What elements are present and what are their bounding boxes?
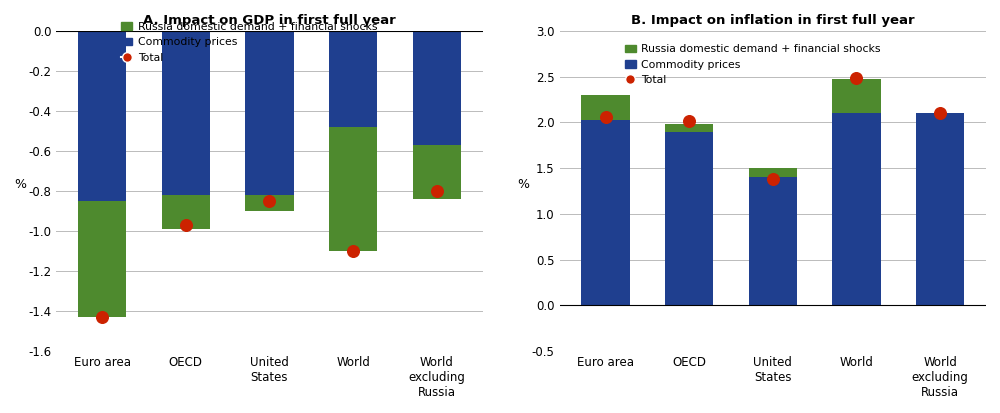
Bar (916, 113, 964, 306)
Bar (162, 195, 210, 229)
Bar (329, 127, 377, 251)
Bar (78, 201, 126, 317)
Y-axis label: %: % (14, 178, 26, 191)
Point (598, 114, 614, 120)
Bar (665, 131, 713, 306)
Legend: Russia domestic demand + financial shocks, Commodity prices, Total: Russia domestic demand + financial shock… (620, 40, 885, 90)
Bar (665, 124, 713, 131)
Bar (749, 168, 797, 177)
Point (261, 198, 277, 204)
Bar (329, 31, 377, 127)
Y-axis label: %: % (517, 178, 529, 191)
Point (932, 110, 948, 116)
Point (345, 248, 361, 254)
Point (681, 117, 697, 124)
Title: B. Impact on inflation in first full year: B. Impact on inflation in first full yea… (631, 14, 915, 27)
Bar (78, 31, 126, 201)
Bar (245, 31, 294, 195)
Point (178, 222, 194, 228)
Bar (581, 95, 630, 120)
Bar (413, 31, 461, 145)
Bar (162, 31, 210, 195)
Bar (832, 79, 881, 113)
Point (848, 75, 864, 82)
Bar (832, 113, 881, 306)
Legend: Russia domestic demand + financial shocks, Commodity prices, Total: Russia domestic demand + financial shock… (117, 18, 381, 67)
Bar (581, 95, 630, 306)
Bar (749, 168, 797, 306)
Title: A. Impact on GDP in first full year: A. Impact on GDP in first full year (143, 14, 396, 27)
Bar (413, 145, 461, 199)
Bar (245, 195, 294, 211)
Point (94, 314, 110, 320)
Point (765, 176, 781, 183)
Point (429, 188, 445, 195)
